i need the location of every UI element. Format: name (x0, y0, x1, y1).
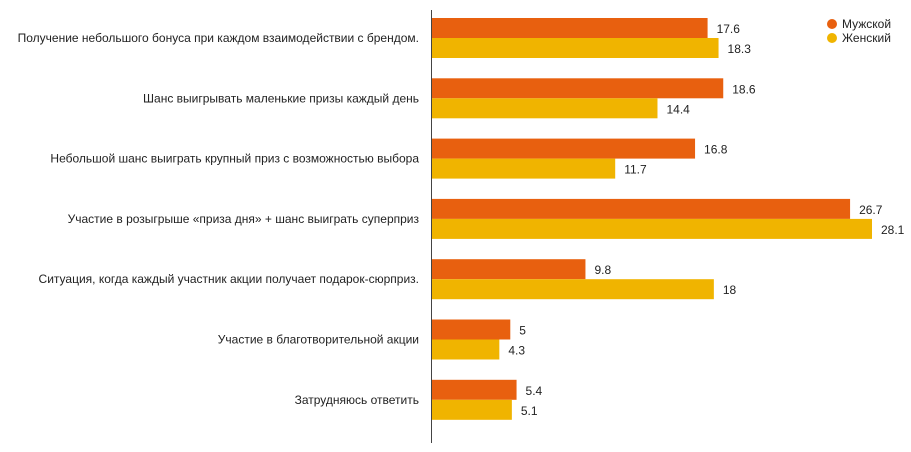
data-label: 17.6 (717, 22, 741, 36)
data-label: 18.6 (732, 82, 756, 96)
category-label: Затрудняюсь ответить (295, 393, 419, 407)
category-label: Участие в благотворительной акции (218, 333, 419, 347)
data-label: 26.7 (859, 203, 883, 217)
data-label: 16.8 (704, 143, 728, 157)
bar-female (432, 158, 616, 179)
bar-male (432, 379, 517, 400)
bars-group (432, 18, 872, 420)
category-label: Участие в розыгрыше «приза дня» + шанс в… (68, 212, 420, 226)
data-label: 18.3 (728, 42, 752, 56)
legend-label: Женский (842, 31, 891, 45)
bar-male (432, 18, 708, 38)
data-label: 4.3 (508, 344, 525, 358)
bar-female (432, 218, 872, 239)
value-labels-group: 17.6 18.3 18.6 14.4 16.8 11.7 26.7 28.1 9.8 18 5 4.… (508, 22, 904, 418)
category-label: Ситуация, когда каждый участник акции по… (39, 272, 419, 286)
bar-male (432, 78, 724, 99)
bar-male (432, 259, 586, 280)
bar-male (432, 138, 696, 159)
category-label: Небольшой шанс выиграть крупный приз с в… (50, 152, 419, 166)
bar-female (432, 98, 658, 119)
bar-male (432, 319, 511, 340)
legend-marker (827, 33, 837, 43)
category-label: Шанс выигрывать маленькие призы каждый д… (143, 91, 419, 105)
data-label: 28.1 (881, 223, 905, 237)
bar-female (432, 339, 500, 360)
data-label: 5.1 (521, 404, 538, 418)
data-label: 5.4 (526, 384, 543, 398)
bar-female (432, 279, 714, 300)
data-label: 14.4 (666, 102, 690, 116)
legend-label: Мужской (842, 17, 891, 31)
data-label: 18 (723, 283, 737, 297)
data-label: 9.8 (594, 263, 611, 277)
category-labels-group: Получение небольшого бонуса при каждом в… (18, 31, 420, 407)
data-label: 5 (519, 324, 526, 338)
bar-female (432, 38, 719, 58)
legend-marker (827, 19, 837, 29)
category-label: Получение небольшого бонуса при каждом в… (18, 31, 419, 45)
bar-male (432, 198, 851, 219)
bar-female (432, 399, 512, 420)
data-label: 11.7 (624, 163, 647, 177)
